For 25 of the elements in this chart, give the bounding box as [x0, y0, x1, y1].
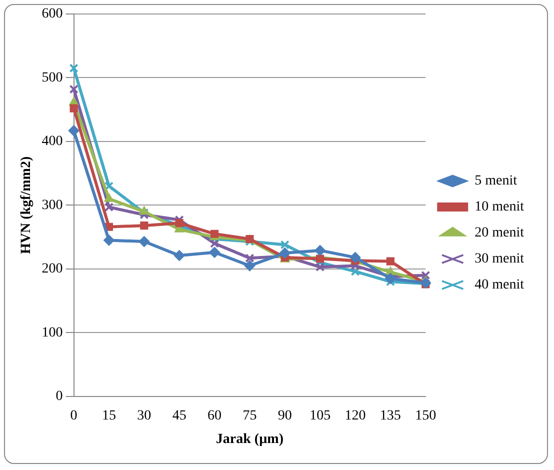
legend-label: 10 menit: [474, 200, 524, 215]
y-axis-title: HVN (kgf/mm2): [19, 156, 34, 254]
x-tick-label: 45: [172, 408, 186, 424]
legend-label: 30 menit: [474, 252, 524, 267]
x-tick-label: 60: [208, 408, 222, 424]
y-tick-label: 500: [42, 70, 63, 86]
x-tick-label: 0: [70, 408, 78, 424]
y-tick-label: 400: [42, 134, 63, 150]
y-tick-label: 0: [56, 389, 63, 404]
legend-label: 40 menit: [474, 278, 524, 293]
legend-label: 20 menit: [474, 226, 524, 241]
x-tick-label: 105: [310, 408, 331, 424]
x-tick-label: 90: [278, 408, 292, 424]
x-tick-label: 15: [102, 408, 116, 424]
y-tick-label: 100: [42, 325, 63, 340]
x-axis-title: Jarak (µm): [216, 432, 284, 448]
x-tick-label: 30: [137, 408, 152, 424]
x-tick-label: 135: [380, 408, 401, 424]
y-tick-label: 300: [42, 198, 63, 213]
y-tick-label: 200: [42, 262, 63, 277]
x-tick-label: 120: [344, 408, 366, 424]
legend-label: 5 menit: [474, 174, 518, 189]
x-tick-label: 75: [242, 408, 257, 424]
y-tick-label: 600: [42, 6, 63, 22]
x-tick-label: 150: [415, 408, 436, 424]
